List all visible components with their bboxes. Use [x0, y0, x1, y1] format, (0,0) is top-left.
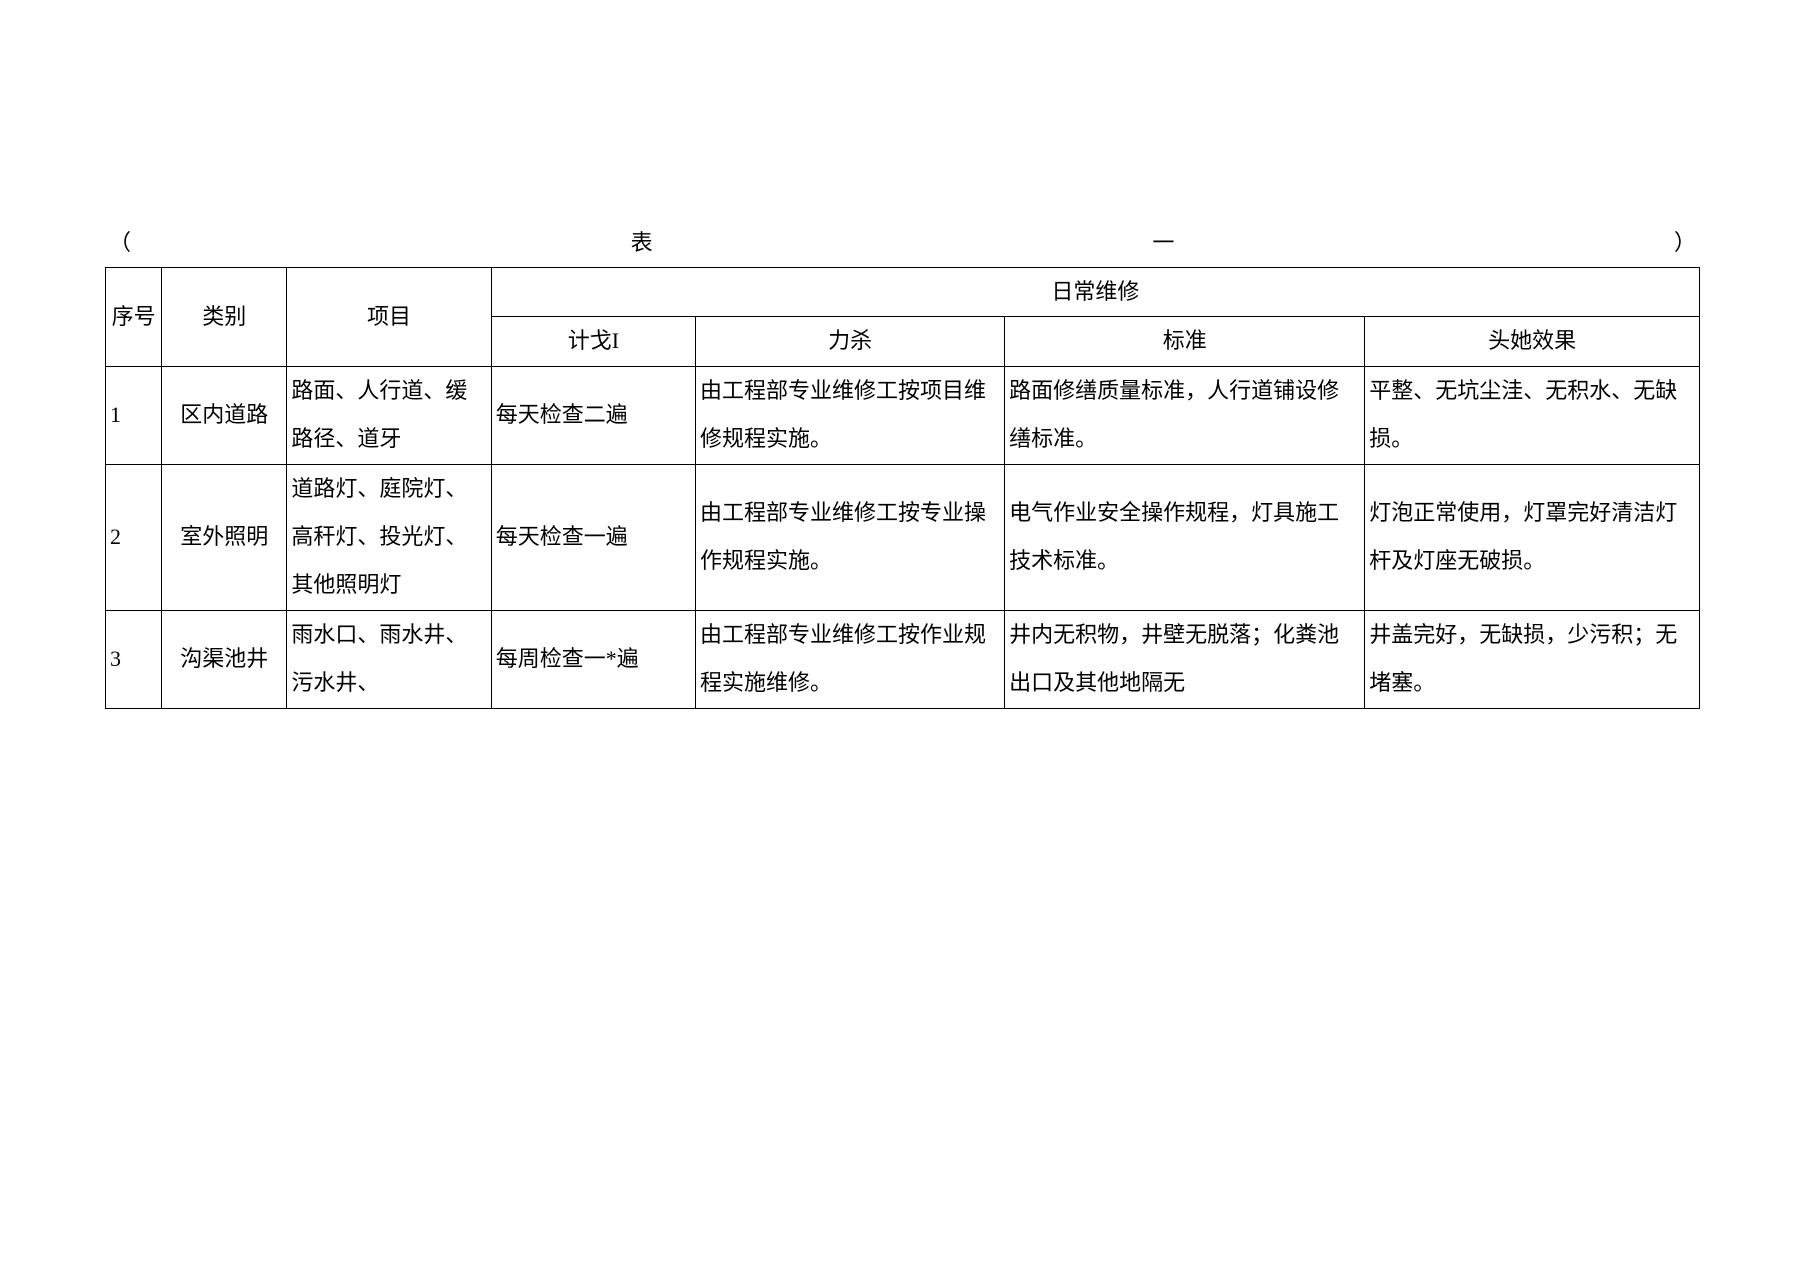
header-plan: 计戈I	[491, 317, 695, 366]
cell-cat: 沟渠池井	[162, 610, 287, 708]
cell-standard: 路面修缮质量标准，人行道铺设修缮标准。	[1005, 366, 1365, 464]
cell-cat: 区内道路	[162, 366, 287, 464]
table-body: 1 区内道路 路面、人行道、缓路径、道牙 每天检查二遍 由工程部专业维修工按项目…	[106, 366, 1700, 708]
cell-plan: 每天检查二遍	[491, 366, 695, 464]
cell-plan: 每周检查一*遍	[491, 610, 695, 708]
header-effect: 头她效果	[1365, 317, 1700, 366]
cell-effect: 灯泡正常使用，灯罩完好清洁灯杆及灯座无破损。	[1365, 464, 1700, 610]
table-row: 3 沟渠池井 雨水口、雨水井、污水井、 每周检查一*遍 由工程部专业维修工按作业…	[106, 610, 1700, 708]
header-method: 力杀	[696, 317, 1005, 366]
header-standard: 标准	[1005, 317, 1365, 366]
cell-effect: 井盖完好，无缺损，少污积；无堵塞。	[1365, 610, 1700, 708]
cell-seq: 3	[106, 610, 162, 708]
cell-plan: 每天检查一遍	[491, 464, 695, 610]
caption-left-paren: （	[109, 225, 131, 257]
cell-standard: 电气作业安全操作规程，灯具施工技术标准。	[1005, 464, 1365, 610]
header-cat: 类别	[162, 268, 287, 367]
caption-dash: 一	[1152, 225, 1174, 257]
caption-right-paren: ）	[1674, 225, 1696, 257]
cell-seq: 2	[106, 464, 162, 610]
cell-effect: 平整、无坑尘洼、无积水、无缺损。	[1365, 366, 1700, 464]
cell-standard: 井内无积物，井壁无脱落；化粪池出口及其他地隔无	[1005, 610, 1365, 708]
header-group: 日常维修	[491, 268, 1699, 317]
table-header: 序号 类别 项目 日常维修 计戈I 力杀 标准 头她效果	[106, 268, 1700, 367]
header-item: 项目	[287, 268, 491, 367]
cell-method: 由工程部专业维修工按专业操作规程实施。	[696, 464, 1005, 610]
cell-item: 道路灯、庭院灯、高秆灯、投光灯、其他照明灯	[287, 464, 491, 610]
header-row-1: 序号 类别 项目 日常维修	[106, 268, 1700, 317]
maintenance-table: 序号 类别 项目 日常维修 计戈I 力杀 标准 头她效果 1 区内道路 路面、人…	[105, 267, 1700, 709]
table-row: 1 区内道路 路面、人行道、缓路径、道牙 每天检查二遍 由工程部专业维修工按项目…	[106, 366, 1700, 464]
caption-mid: 表	[631, 225, 653, 257]
header-seq: 序号	[106, 268, 162, 367]
cell-cat: 室外照明	[162, 464, 287, 610]
cell-item: 雨水口、雨水井、污水井、	[287, 610, 491, 708]
cell-item: 路面、人行道、缓路径、道牙	[287, 366, 491, 464]
cell-seq: 1	[106, 366, 162, 464]
table-caption: （ 表 一 ）	[105, 225, 1700, 267]
cell-method: 由工程部专业维修工按项目维修规程实施。	[696, 366, 1005, 464]
cell-method: 由工程部专业维修工按作业规程实施维修。	[696, 610, 1005, 708]
table-row: 2 室外照明 道路灯、庭院灯、高秆灯、投光灯、其他照明灯 每天检查一遍 由工程部…	[106, 464, 1700, 610]
document-container: （ 表 一 ） 序号 类别 项目 日常维修 计戈I 力杀 标准	[105, 225, 1700, 709]
